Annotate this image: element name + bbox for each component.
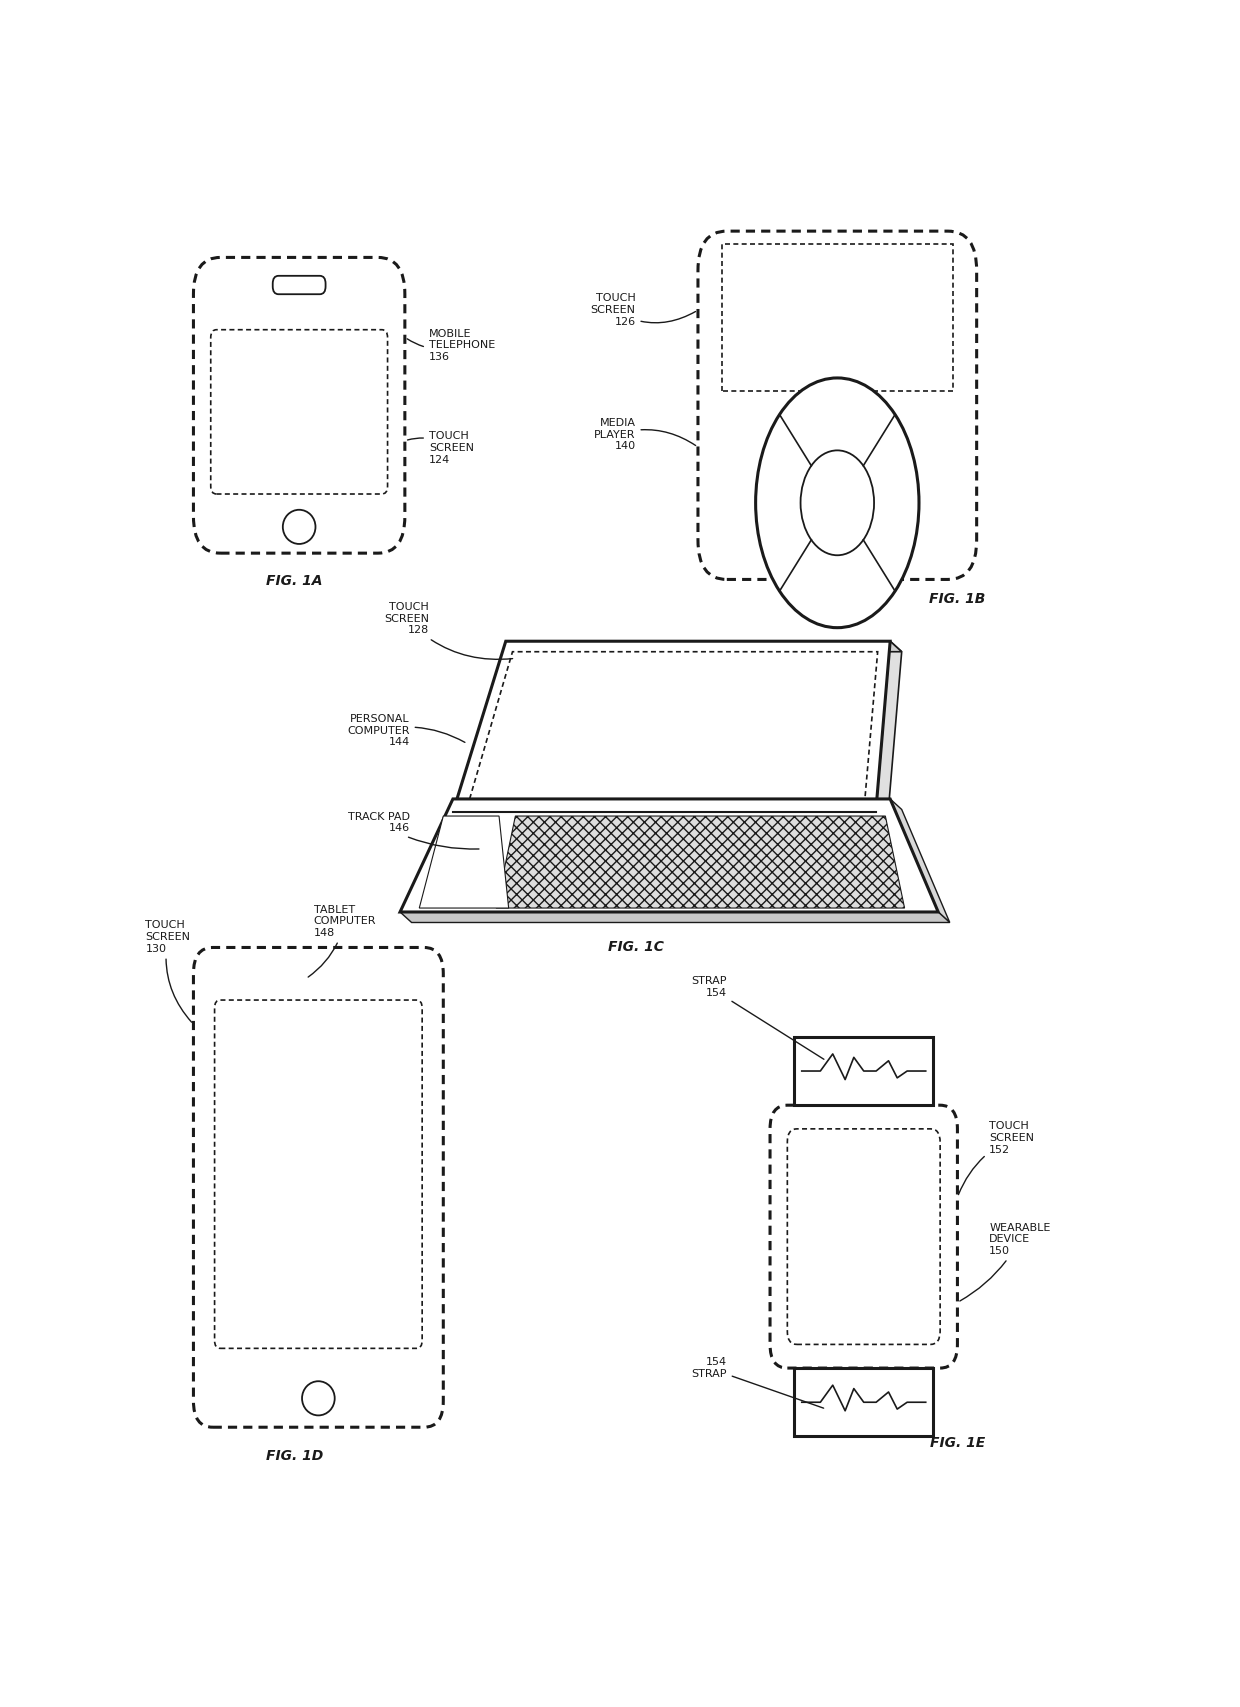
Text: FIG. 1E: FIG. 1E	[930, 1436, 985, 1449]
Text: FIG. 1B: FIG. 1B	[929, 592, 986, 606]
FancyBboxPatch shape	[215, 1000, 422, 1349]
Text: 154
STRAP: 154 STRAP	[691, 1357, 823, 1408]
Polygon shape	[401, 799, 939, 912]
FancyBboxPatch shape	[193, 258, 404, 553]
Ellipse shape	[755, 377, 919, 628]
FancyBboxPatch shape	[770, 1104, 957, 1367]
Text: FIG. 1A: FIG. 1A	[267, 574, 322, 587]
FancyBboxPatch shape	[787, 1128, 940, 1345]
Ellipse shape	[283, 510, 315, 545]
Polygon shape	[794, 1036, 934, 1104]
Text: TOUCH
SCREEN
128: TOUCH SCREEN 128	[384, 603, 512, 659]
Text: STRAP
154: STRAP 154	[691, 976, 823, 1060]
Polygon shape	[875, 642, 901, 823]
Polygon shape	[467, 652, 878, 807]
Polygon shape	[506, 642, 901, 652]
Polygon shape	[401, 912, 950, 922]
Text: TOUCH
SCREEN
126: TOUCH SCREEN 126	[590, 294, 696, 326]
Text: TOUCH
SCREEN
130: TOUCH SCREEN 130	[145, 920, 191, 1022]
Text: MOBILE
TELEPHONE
136: MOBILE TELEPHONE 136	[407, 329, 495, 362]
Polygon shape	[419, 816, 508, 908]
Polygon shape	[890, 799, 950, 922]
Ellipse shape	[801, 451, 874, 555]
Text: TOUCH
SCREEN
124: TOUCH SCREEN 124	[408, 432, 474, 464]
Polygon shape	[722, 244, 952, 391]
Polygon shape	[453, 642, 890, 813]
Text: MEDIA
PLAYER
140: MEDIA PLAYER 140	[594, 418, 696, 451]
Text: TRACK PAD
146: TRACK PAD 146	[347, 813, 479, 848]
Text: FIG. 1D: FIG. 1D	[265, 1449, 322, 1463]
Text: PERSONAL
COMPUTER
144: PERSONAL COMPUTER 144	[347, 714, 465, 748]
Text: TABLET
COMPUTER
148: TABLET COMPUTER 148	[309, 905, 376, 976]
Text: FIG. 1C: FIG. 1C	[608, 941, 663, 954]
Polygon shape	[794, 1367, 934, 1436]
FancyBboxPatch shape	[193, 947, 444, 1427]
FancyBboxPatch shape	[273, 277, 326, 294]
Ellipse shape	[303, 1381, 335, 1415]
FancyBboxPatch shape	[698, 230, 977, 579]
Text: WEARABLE
DEVICE
150: WEARABLE DEVICE 150	[960, 1222, 1050, 1301]
Text: TOUCH
SCREEN
152: TOUCH SCREEN 152	[959, 1121, 1034, 1195]
Polygon shape	[496, 816, 905, 908]
FancyBboxPatch shape	[211, 329, 388, 493]
